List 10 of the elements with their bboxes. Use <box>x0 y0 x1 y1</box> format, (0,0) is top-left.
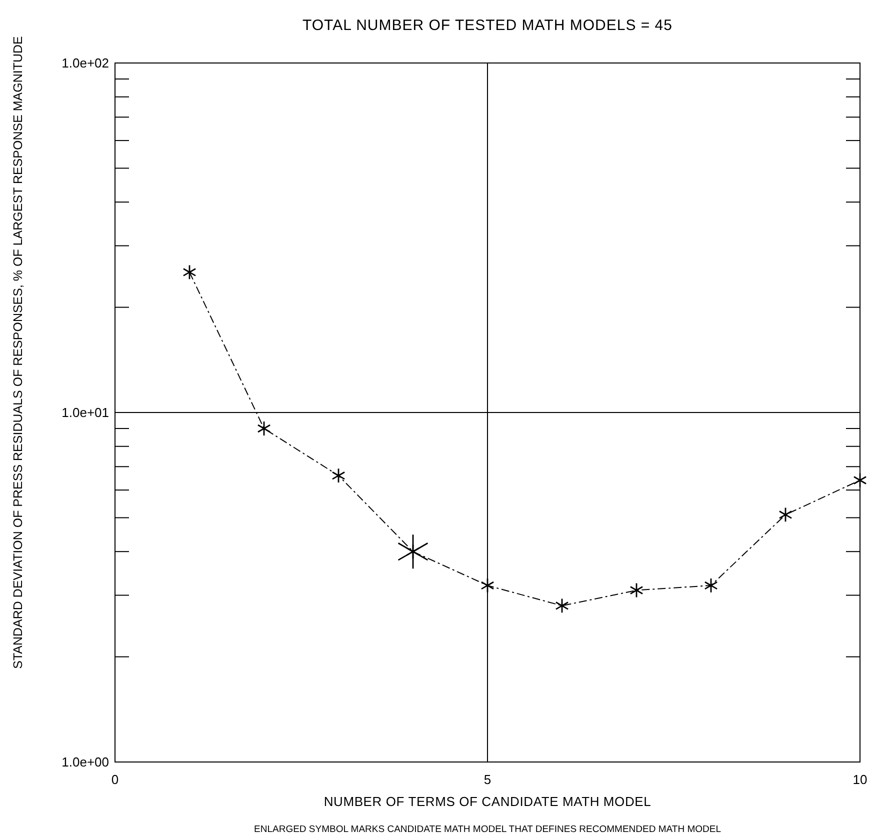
x-axis-title: NUMBER OF TERMS OF CANDIDATE MATH MODEL <box>324 794 652 809</box>
chart-title: TOTAL NUMBER OF TESTED MATH MODELS = 45 <box>302 17 672 34</box>
x-tick-label: 0 <box>111 772 119 787</box>
x-tick-label: 10 <box>852 772 868 787</box>
text: ENLARGED SYMBOL MARKS CANDIDATE MATH MODEL THAT DEFINES RECOMMENDED MATH MODEL <box>254 824 721 835</box>
y-axis-title: STANDARD DEVIATION OF PRESS RESIDUALS OF RESPONSES, % OF LARGEST RESPONSE MAGNITUDE <box>11 36 25 669</box>
x-tick-label: 5 <box>484 772 492 787</box>
y-tick-label: 1.0e+00 <box>62 754 109 770</box>
y-tick-label: 1.0e+01 <box>62 405 109 420</box>
y-tick-label: 1.0e+02 <box>62 56 109 71</box>
